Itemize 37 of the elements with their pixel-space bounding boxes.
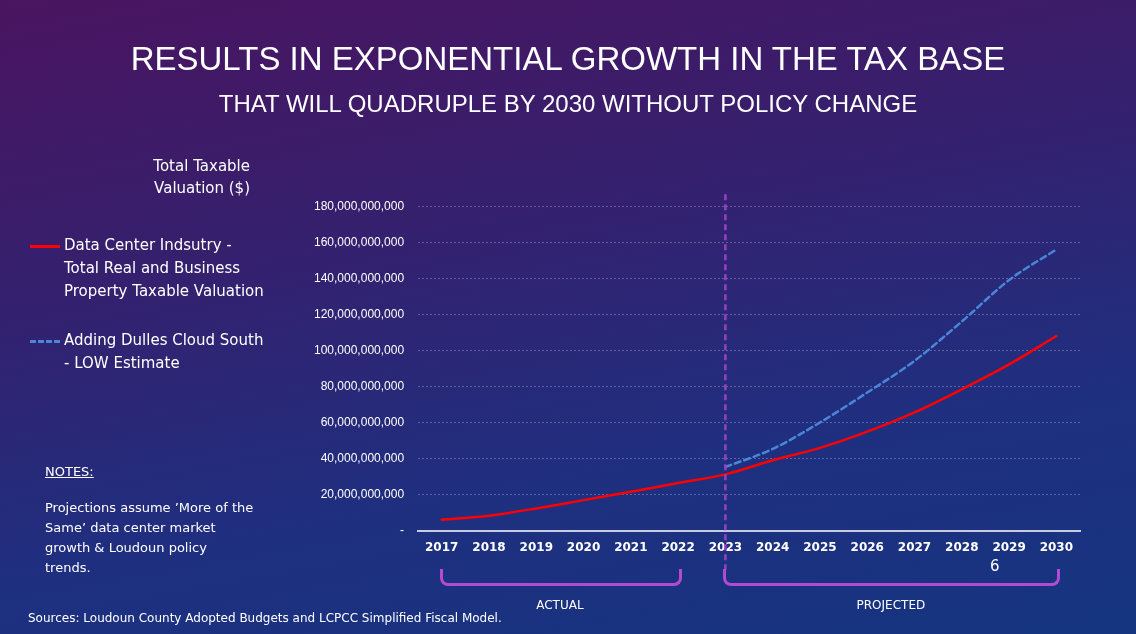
y-tick-label: 140,000,000,000 [313,270,405,285]
y-tick-label: - [400,522,405,537]
legend-label: Adding Dulles Cloud South - LOW Estimate [64,330,265,374]
chart-subtitle: THAT WILL QUADRUPLE BY 2030 WITHOUT POLICY CHANGE [217,90,919,118]
y-tick-label: 80,000,000,000 [320,378,405,393]
y-tick-label: 160,000,000,000 [313,234,405,249]
x-tick-label: 2023 [708,539,743,554]
x-tick-label: 2028 [945,539,979,554]
source-note: Sources: Loudoun County Adopted Budgets and LCPCC Simplified Fiscal Model. [28,610,502,627]
x-tick-label: 2021 [614,539,648,554]
x-tick-label: 2026 [850,539,884,554]
y-tick-label: 180,000,000,000 [313,198,405,213]
x-tick-label: 2024 [755,539,790,554]
line-series [724,248,1058,469]
y-tick-label: 100,000,000,000 [313,342,405,357]
x-tick-label: 2027 [897,539,932,554]
x-tick-label: 2022 [661,539,695,554]
text: 6 [990,556,1000,576]
x-tick-label: 2030 [1039,539,1074,554]
text: NOTES: [45,463,94,481]
y-tick-label: 120,000,000,000 [313,306,405,321]
x-tick-label: 2025 [803,539,837,554]
y-tick-label: 40,000,000,000 [320,450,405,465]
x-tick-label: 2017 [425,539,459,554]
y-axis-title: Total Taxable Valuation ($) [152,156,250,199]
text: Projections assume ’More of the Same’ data center market growth & Loudoun policy trends. [45,499,255,577]
y-tick-label: 60,000,000,000 [320,414,405,429]
line-series [440,334,1058,522]
x-tick-label: 2029 [992,539,1026,554]
x-tick-label: 2018 [472,539,506,554]
text: ACTUAL [535,596,585,614]
legend-label: Data Center Indsutry - Total Real and Business Property Taxable Valuation [64,235,265,302]
x-tick-label: 2020 [566,539,601,554]
y-tick-label: 20,000,000,000 [320,486,405,501]
text: PROJECTED [855,596,927,614]
x-tick-label: 2019 [519,539,553,554]
chart-title: RESULTS IN EXPONENTIAL GROWTH IN THE TAX BASE [129,40,1007,78]
